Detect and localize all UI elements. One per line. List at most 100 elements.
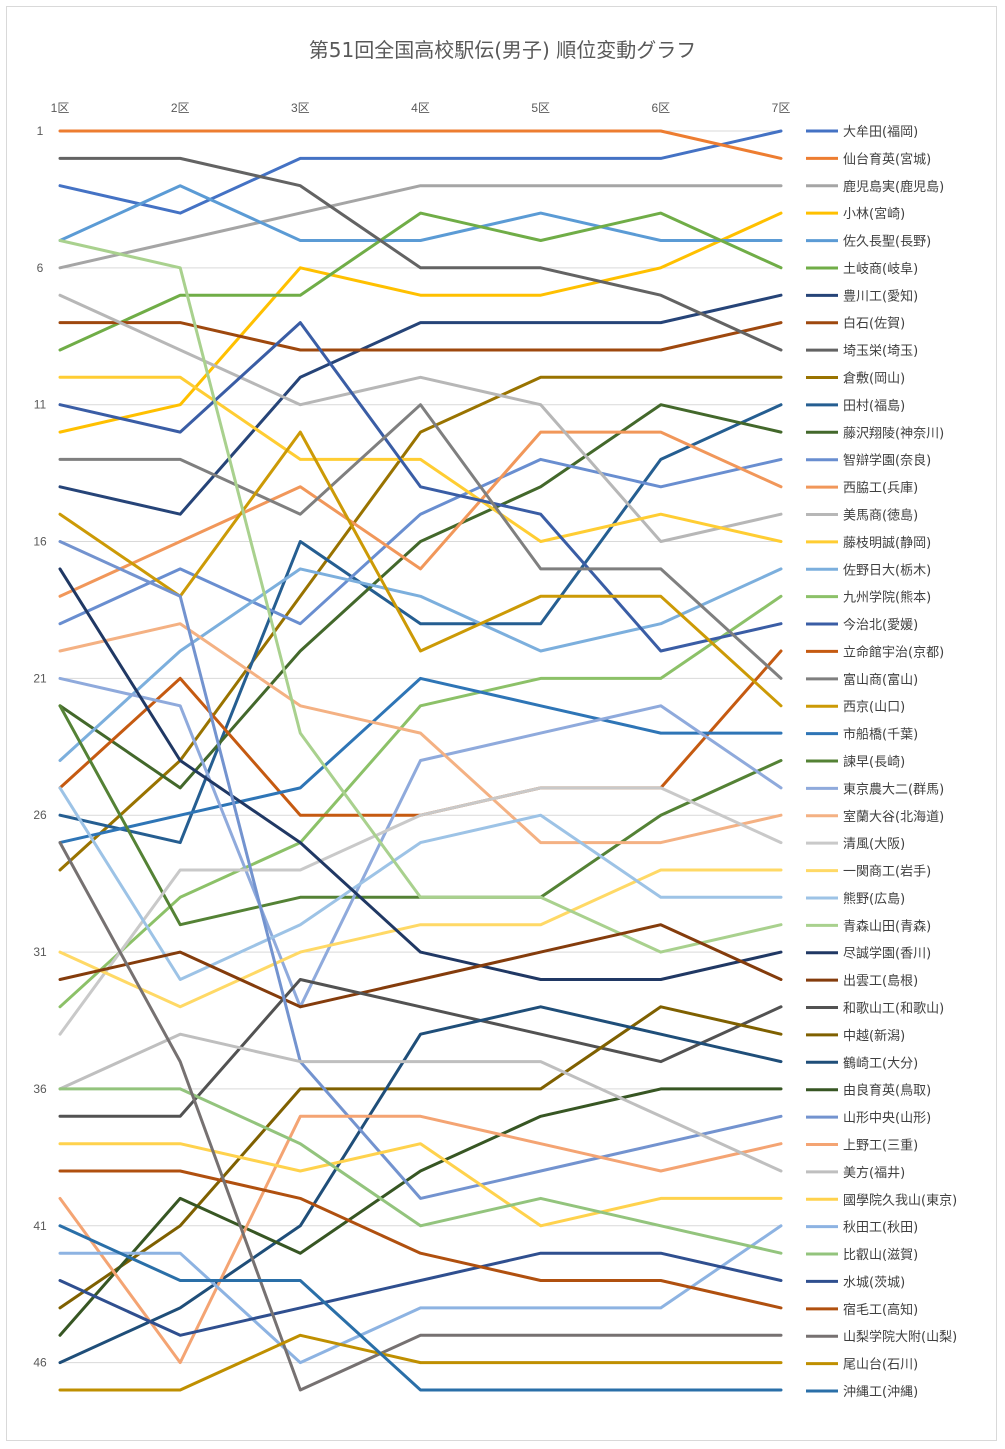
legend-label: 鶴崎工(大分) (843, 1055, 918, 1071)
legend-label: 小林(宮崎) (843, 206, 905, 222)
x-tick-label: 6区 (651, 101, 670, 115)
legend-label: 大牟田(福岡) (843, 125, 918, 140)
series-line (58, 321, 783, 352)
series-line (58, 567, 783, 762)
series-line (58, 129, 783, 215)
series-line (58, 978, 783, 1118)
legend-label: 國學院久我山(東京) (843, 1192, 957, 1208)
y-tick-label: 6 (37, 261, 44, 275)
series-line (58, 1224, 783, 1365)
legend-label: 美方(福井) (843, 1165, 905, 1181)
legend-label: 仙台育英(宮城) (843, 151, 931, 167)
series-line (58, 211, 783, 434)
legend-label: 沖縄工(沖縄) (843, 1385, 918, 1400)
series-line (58, 211, 783, 352)
legend: 大牟田(福岡) 仙台育英(宮城) 鹿児島実(鹿児島) 小林(宮崎) 佐久長聖(長野) 土岐… (806, 125, 957, 1400)
legend-label: 室蘭大谷(北海道) (843, 809, 944, 825)
series-line (58, 1224, 783, 1392)
legend-label: 一関商工(岩手) (843, 865, 931, 880)
x-tick-label: 3区 (291, 101, 310, 115)
legend-label: 青森山田(青森) (843, 919, 931, 934)
legend-label: 白石(佐賀) (843, 316, 905, 332)
series-line (58, 868, 783, 1009)
series-line (58, 1169, 783, 1310)
legend-label: 佐野日大(栃木) (843, 563, 931, 578)
legend-label: 比叡山(滋賀) (843, 1248, 918, 1263)
series-line (58, 1005, 783, 1365)
legend-label: 藤枝明誠(静岡) (843, 536, 931, 551)
legend-label: 豊川工(愛知) (843, 288, 918, 304)
legend-label: 佐久長聖(長野) (843, 235, 931, 250)
series-line (58, 321, 783, 653)
y-tick-label: 11 (34, 398, 47, 412)
series-line (58, 622, 783, 845)
legend-label: 東京農大二(群馬) (843, 781, 944, 797)
series-line (58, 430, 783, 598)
series-line (58, 594, 783, 1009)
series-line (58, 1333, 783, 1392)
legend-label: 諫早(長崎) (843, 754, 905, 770)
legend-label: 智辯学園(奈良) (843, 453, 931, 469)
series-line (58, 293, 783, 543)
series-line (58, 403, 783, 845)
y-tick-label: 31 (33, 945, 47, 959)
legend-label: 上野工(三重) (843, 1137, 918, 1153)
x-tick-label: 2区 (171, 101, 190, 115)
series-line (58, 1087, 783, 1255)
legend-label: 立命館宇治(京都) (843, 644, 944, 660)
y-tick-label: 46 (33, 1356, 47, 1370)
legend-label: 土岐商(岐阜) (843, 261, 918, 277)
y-tick-label: 1 (37, 124, 44, 138)
series-line (58, 786, 783, 981)
chart-title: 第51回全国高校駅伝(男子) 順位変動グラフ (308, 38, 697, 62)
legend-label: 清風(大阪) (843, 837, 905, 852)
legend-label: 九州学院(熊本) (843, 590, 931, 606)
legend-label: 和歌山工(和歌山) (843, 1002, 944, 1017)
series-line (58, 1114, 783, 1365)
series-line (58, 1005, 783, 1310)
series-line (58, 676, 783, 1009)
series-line (58, 184, 783, 242)
legend-label: 中越(新潟) (843, 1028, 905, 1044)
series-line (58, 156, 783, 352)
legend-label: 熊野(広島) (843, 891, 905, 907)
legend-label: 秋田工(秋田) (843, 1221, 918, 1236)
y-tick-label: 36 (33, 1082, 47, 1096)
legend-label: 倉敷(岡山) (843, 372, 905, 387)
legend-label: 水城(茨城) (843, 1275, 905, 1290)
series-line (58, 676, 783, 845)
legend-label: 由良育英(鳥取) (843, 1083, 931, 1099)
legend-label: 埼玉栄(埼玉) (843, 344, 918, 359)
series-line (58, 129, 783, 160)
y-tick-label: 16 (33, 535, 47, 549)
series-line (58, 923, 783, 1009)
series-line (58, 457, 783, 626)
legend-label: 藤沢翔陵(神奈川) (843, 426, 944, 441)
legend-label: 山形中央(山形) (843, 1111, 931, 1126)
series-line (58, 1251, 783, 1337)
legend-label: 西京(山口) (843, 700, 905, 715)
series-line (58, 239, 783, 954)
legend-label: 宿毛工(高知) (843, 1302, 918, 1318)
series-lines (58, 129, 783, 1392)
y-tick-label: 26 (33, 808, 47, 822)
legend-label: 西脇工(兵庫) (843, 481, 918, 496)
x-tick-label: 7区 (772, 101, 791, 115)
chart-frame (6, 6, 997, 1441)
x-tick-label: 4区 (411, 101, 430, 115)
series-line (58, 403, 783, 790)
series-line (58, 786, 783, 1036)
series-line (58, 375, 783, 543)
legend-label: 田村(福島) (843, 399, 905, 414)
legend-label: 美馬商(徳島) (843, 508, 918, 523)
legend-label: 尽誠学園(香川) (843, 946, 931, 962)
legend-label: 出雲工(島根) (843, 974, 918, 989)
series-line (58, 184, 783, 270)
series-line (58, 1087, 783, 1337)
y-tick-label: 41 (33, 1219, 47, 1233)
series-line (58, 293, 783, 516)
legend-label: 鹿児島実(鹿児島) (843, 179, 944, 195)
x-tick-label: 1区 (51, 101, 70, 115)
